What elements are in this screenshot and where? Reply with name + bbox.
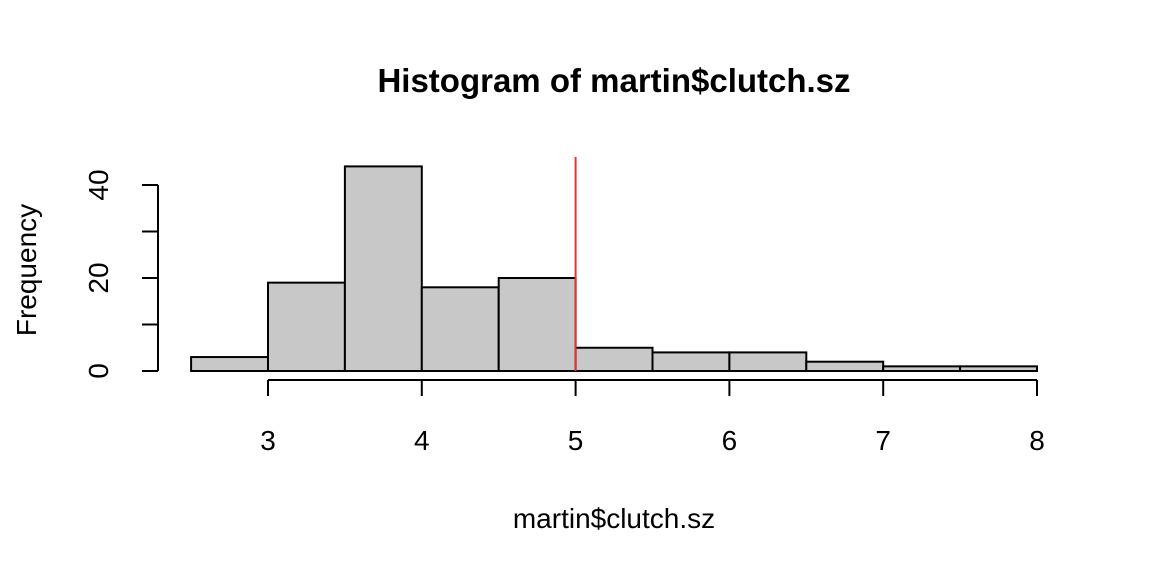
y-axis: 0 20 40 xyxy=(83,169,159,379)
histogram-bar xyxy=(343,165,423,372)
histogram-bar xyxy=(420,286,500,372)
x-tick-label: 3 xyxy=(260,425,276,456)
x-tick-label: 8 xyxy=(1029,425,1045,456)
histogram-bar xyxy=(959,365,1038,373)
y-tick-label: 20 xyxy=(83,262,114,293)
histogram-bar xyxy=(190,356,270,372)
histogram-bar xyxy=(574,346,654,372)
x-tick-label: 4 xyxy=(414,425,430,456)
chart-title: Histogram of martin$clutch.sz xyxy=(377,62,850,99)
x-tick-label: 6 xyxy=(722,425,738,456)
histogram-bar xyxy=(651,351,731,372)
histogram-bar xyxy=(805,360,885,373)
histogram-bar xyxy=(728,351,808,372)
histogram-bar xyxy=(497,277,577,372)
bars-group xyxy=(190,165,1038,373)
histogram-bar xyxy=(882,365,962,373)
x-tick-label: 7 xyxy=(875,425,891,456)
y-axis-label: Frequency xyxy=(11,204,42,336)
y-tick-label: 40 xyxy=(83,169,114,200)
histogram-bar xyxy=(267,281,346,372)
x-axis-label: martin$clutch.sz xyxy=(513,503,715,534)
x-tick-label: 5 xyxy=(568,425,584,456)
x-axis: 3 4 5 6 7 8 xyxy=(260,379,1045,456)
y-tick-label: 0 xyxy=(83,363,114,379)
